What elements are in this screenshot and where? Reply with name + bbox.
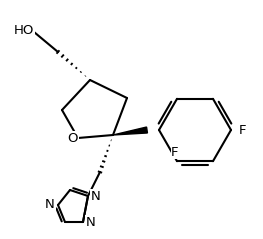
Text: F: F [171, 146, 179, 159]
Text: N: N [45, 199, 55, 212]
Text: N: N [91, 190, 101, 202]
Polygon shape [113, 127, 148, 135]
Text: O: O [68, 131, 78, 145]
Text: HO: HO [14, 23, 34, 37]
Text: N: N [86, 216, 96, 228]
Text: F: F [239, 124, 247, 136]
